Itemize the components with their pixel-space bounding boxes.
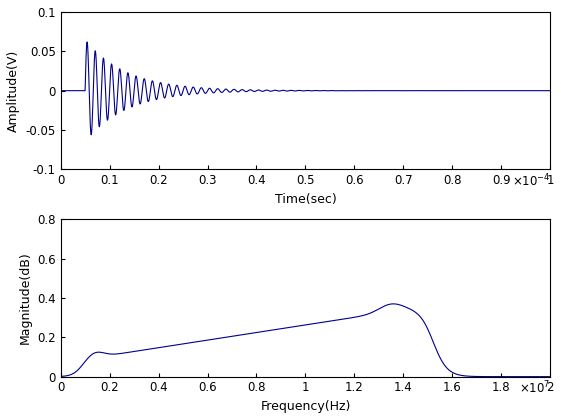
X-axis label: Time(sec): Time(sec) — [274, 193, 337, 206]
Text: $\times10^{7}$: $\times10^{7}$ — [519, 380, 550, 396]
Y-axis label: Amplitude(V): Amplitude(V) — [7, 50, 20, 132]
X-axis label: Frequency(Hz): Frequency(Hz) — [260, 400, 351, 413]
Y-axis label: Magnitude(dB): Magnitude(dB) — [19, 252, 31, 344]
Text: $\times10^{-4}$: $\times10^{-4}$ — [512, 173, 550, 189]
